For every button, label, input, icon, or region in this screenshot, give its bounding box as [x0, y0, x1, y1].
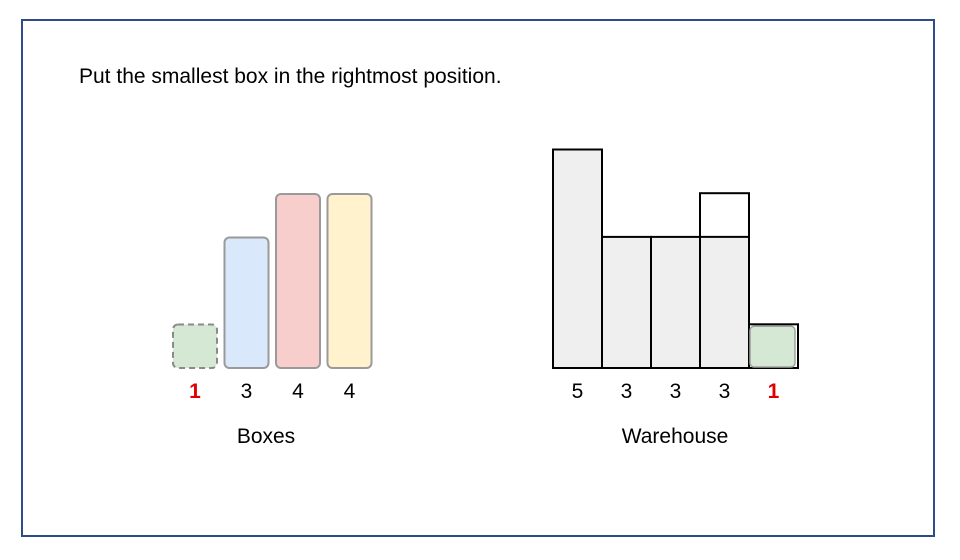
placed-box — [749, 325, 796, 368]
warehouse-group: 5 3 3 3 1 — [552, 148, 799, 403]
box-size-label-3: 4 — [292, 380, 304, 403]
boxes-group: 1 3 4 4 — [172, 193, 373, 403]
warehouse-slot-label-5: 1 — [768, 380, 780, 403]
warehouse-slot-label-3: 3 — [670, 380, 682, 403]
warehouse-slot-label-4: 3 — [719, 380, 731, 403]
box-size-label-4: 4 — [344, 380, 356, 403]
box-size-label-2: 3 — [241, 380, 253, 403]
warehouse-slot-fill-3 — [651, 236, 700, 368]
box-1 — [172, 323, 218, 369]
warehouse-slot-fill-2 — [602, 236, 651, 368]
box-3 — [275, 193, 321, 369]
warehouse-slot-fill-4 — [700, 236, 749, 368]
warehouse-slot-label-1: 5 — [572, 380, 584, 403]
warehouse-slot-fill-1 — [553, 149, 602, 368]
warehouse-slot-label-2: 3 — [621, 380, 633, 403]
instruction-text: Put the smallest box in the rightmost po… — [79, 65, 502, 88]
warehouse-slot-4 — [699, 192, 750, 369]
box-size-label-1: 1 — [189, 380, 201, 403]
warehouse-caption: Warehouse — [622, 425, 729, 448]
box-4 — [326, 193, 373, 369]
boxes-caption: Boxes — [237, 425, 295, 448]
warehouse-slot-5 — [748, 323, 799, 369]
slide-frame — [21, 19, 935, 537]
box-2 — [223, 236, 270, 369]
